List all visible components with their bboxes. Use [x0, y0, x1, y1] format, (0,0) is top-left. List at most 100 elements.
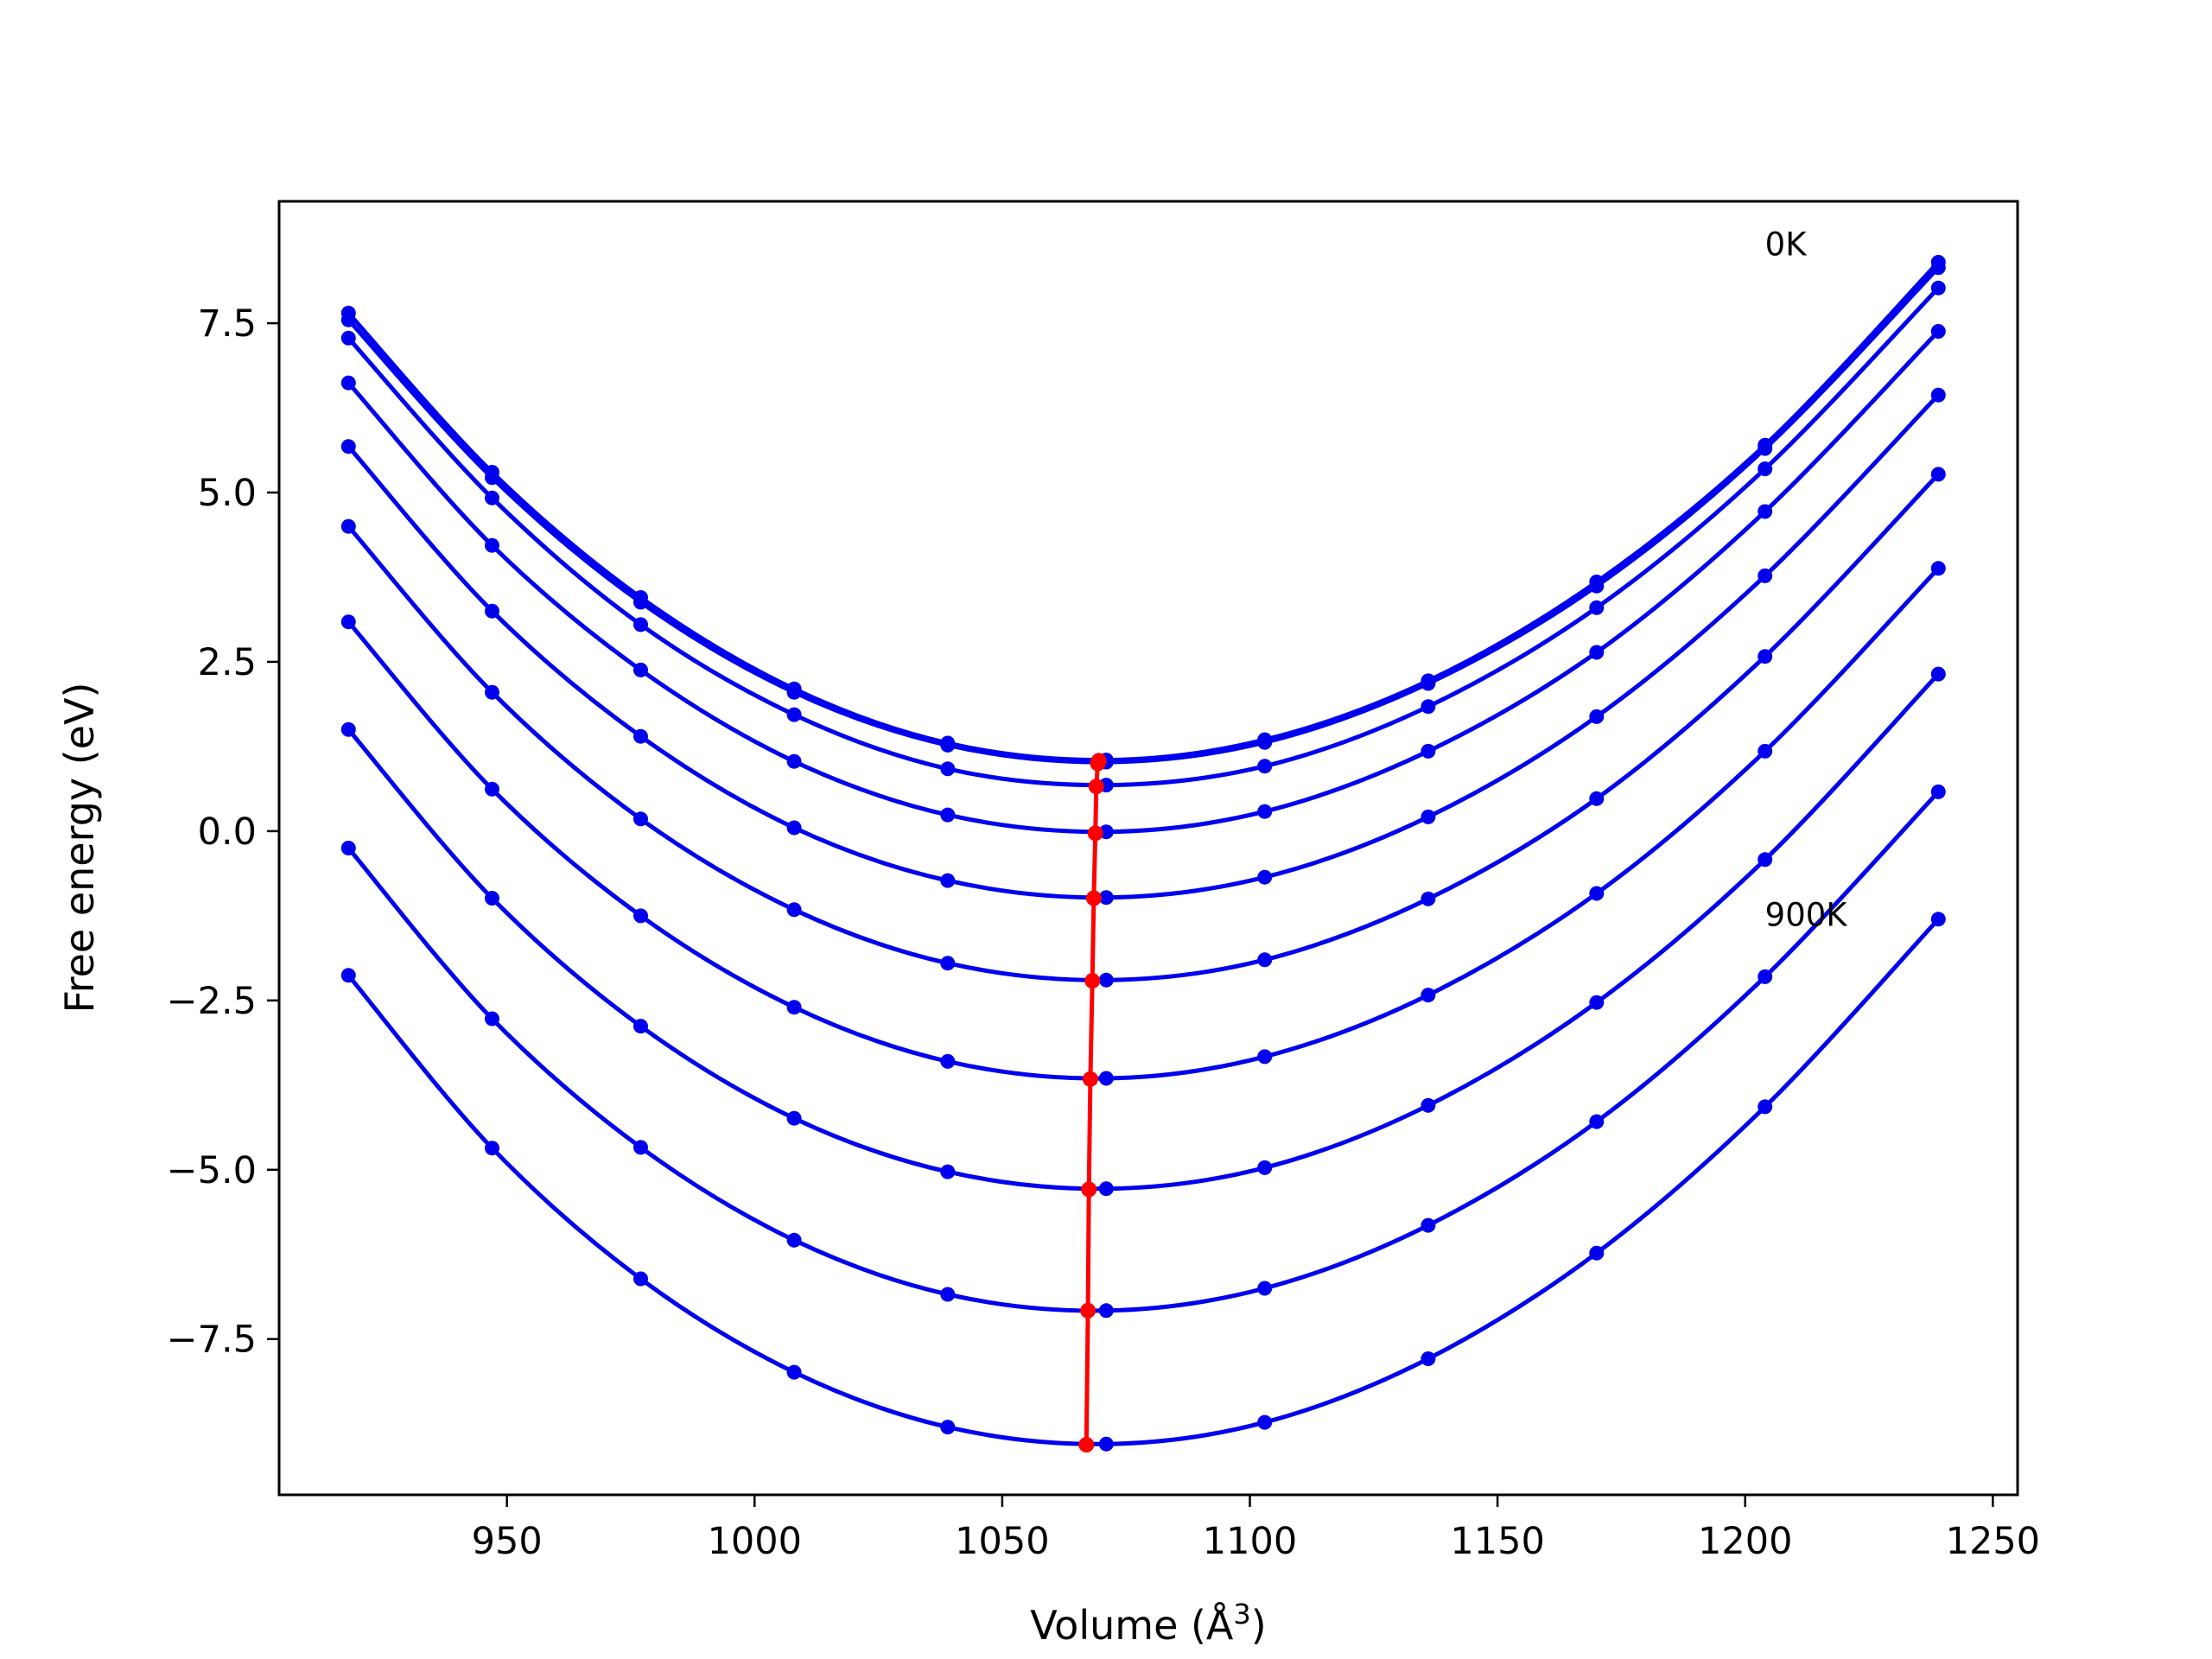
- data-point-7-4: [940, 1164, 956, 1179]
- data-point-5-0: [340, 518, 356, 534]
- temperature-annotation-0: 0K: [1765, 226, 1808, 264]
- data-point-1-7: [1421, 676, 1436, 691]
- data-point-4-8: [1589, 709, 1605, 724]
- data-point-5-2: [633, 811, 648, 827]
- data-point-2-10: [1930, 280, 1946, 296]
- data-point-6-5: [1098, 1071, 1114, 1086]
- minimum-point-8: [1080, 1302, 1096, 1319]
- data-point-3-10: [1930, 324, 1946, 339]
- data-point-2-6: [1257, 759, 1273, 774]
- minimum-volume-layer: [1078, 753, 1107, 1452]
- data-point-7-9: [1758, 852, 1773, 868]
- minimum-point-6: [1082, 1071, 1098, 1087]
- data-point-1-6: [1257, 734, 1273, 750]
- series-curve-5: [346, 472, 1941, 982]
- x-tick-label: 1050: [955, 1520, 1049, 1563]
- minimum-point-9: [1078, 1437, 1095, 1452]
- data-point-3-9: [1758, 504, 1773, 519]
- y-tick-label: 7.5: [198, 302, 257, 346]
- y-axis-ticks: 7.5 5.0 2.5 0.0 −2.5 −5.0 −7.5: [167, 302, 279, 1362]
- temperature-annotation-1: 900K: [1765, 897, 1849, 934]
- data-point-9-7: [1421, 1351, 1436, 1366]
- data-point-5-3: [786, 902, 802, 918]
- data-point-5-7: [1421, 891, 1436, 906]
- data-point-9-1: [485, 1141, 499, 1156]
- data-point-4-1: [485, 603, 499, 619]
- data-point-1-2: [633, 594, 648, 610]
- data-point-9-4: [940, 1420, 956, 1435]
- data-point-8-6: [1257, 1281, 1273, 1296]
- data-point-6-7: [1421, 988, 1436, 1003]
- data-point-3-2: [633, 662, 648, 677]
- data-point-5-4: [940, 956, 956, 971]
- data-point-6-10: [1930, 561, 1946, 576]
- y-axis-label: Free energy (eV): [56, 683, 103, 1014]
- data-point-6-9: [1758, 743, 1773, 759]
- data-point-3-4: [940, 807, 956, 823]
- data-point-7-7: [1421, 1097, 1436, 1113]
- data-point-7-5: [1098, 1181, 1114, 1197]
- data-point-5-10: [1930, 467, 1946, 482]
- data-point-4-5: [1098, 890, 1114, 906]
- x-tick-label: 1200: [1698, 1520, 1792, 1563]
- data-point-7-8: [1589, 995, 1605, 1010]
- data-point-9-5: [1098, 1436, 1114, 1452]
- curves-layer: [346, 260, 1941, 1446]
- series-curve-3: [346, 329, 1941, 835]
- series-curve-0: [346, 260, 1941, 763]
- data-point-4-10: [1930, 387, 1946, 403]
- x-axis-ticks: 950 1000 1050 1100 1150 1200 1250: [472, 1495, 2040, 1563]
- data-point-1-0: [340, 312, 356, 327]
- data-point-6-2: [633, 908, 648, 924]
- data-point-7-3: [786, 1110, 802, 1126]
- y-tick-label: −5.0: [167, 1149, 257, 1192]
- data-point-8-4: [940, 1287, 956, 1302]
- data-point-4-7: [1421, 809, 1436, 824]
- y-tick-label: 5.0: [198, 472, 257, 515]
- x-tick-label: 950: [472, 1520, 543, 1563]
- data-point-1-1: [485, 470, 499, 486]
- x-tick-label: 1000: [708, 1520, 802, 1563]
- x-tick-label: 1250: [1946, 1520, 2040, 1563]
- data-point-3-0: [340, 375, 356, 391]
- minimum-point-2: [1088, 779, 1104, 795]
- minimum-volume-line: [1084, 760, 1102, 1446]
- data-point-9-8: [1589, 1245, 1605, 1261]
- series-curve-9: [346, 917, 1941, 1446]
- data-point-9-0: [340, 968, 356, 983]
- data-point-6-6: [1257, 1049, 1273, 1065]
- data-point-1-4: [940, 737, 956, 753]
- x-tick-label: 1150: [1450, 1520, 1544, 1563]
- data-point-5-5: [1098, 972, 1114, 988]
- data-point-6-1: [485, 781, 499, 797]
- y-tick-label: −2.5: [167, 980, 257, 1023]
- data-point-9-3: [786, 1364, 802, 1380]
- data-point-4-0: [340, 439, 356, 454]
- data-point-6-8: [1589, 886, 1605, 901]
- plot-frame: [277, 200, 2019, 1497]
- y-tick-label: −7.5: [167, 1319, 257, 1362]
- data-point-2-8: [1589, 600, 1605, 615]
- data-point-8-7: [1421, 1217, 1436, 1233]
- data-point-8-9: [1758, 969, 1773, 984]
- data-point-4-2: [633, 728, 648, 744]
- data-point-9-6: [1257, 1414, 1273, 1430]
- data-point-2-0: [340, 330, 356, 346]
- data-point-9-9: [1758, 1099, 1773, 1115]
- data-point-1-8: [1589, 578, 1605, 594]
- series-curve-2: [346, 285, 1941, 788]
- data-point-8-2: [633, 1140, 648, 1155]
- data-point-3-8: [1589, 645, 1605, 660]
- data-point-4-4: [940, 873, 956, 888]
- data-point-3-1: [485, 537, 499, 553]
- series-curve-4: [346, 392, 1941, 900]
- data-point-2-7: [1421, 699, 1436, 715]
- minimum-point-3: [1087, 825, 1103, 842]
- data-point-7-6: [1257, 1160, 1273, 1175]
- data-point-2-9: [1758, 461, 1773, 477]
- data-point-3-7: [1421, 743, 1436, 759]
- data-point-8-0: [340, 841, 356, 855]
- series-curve-6: [346, 566, 1941, 1081]
- y-tick-label: 0.0: [198, 810, 257, 854]
